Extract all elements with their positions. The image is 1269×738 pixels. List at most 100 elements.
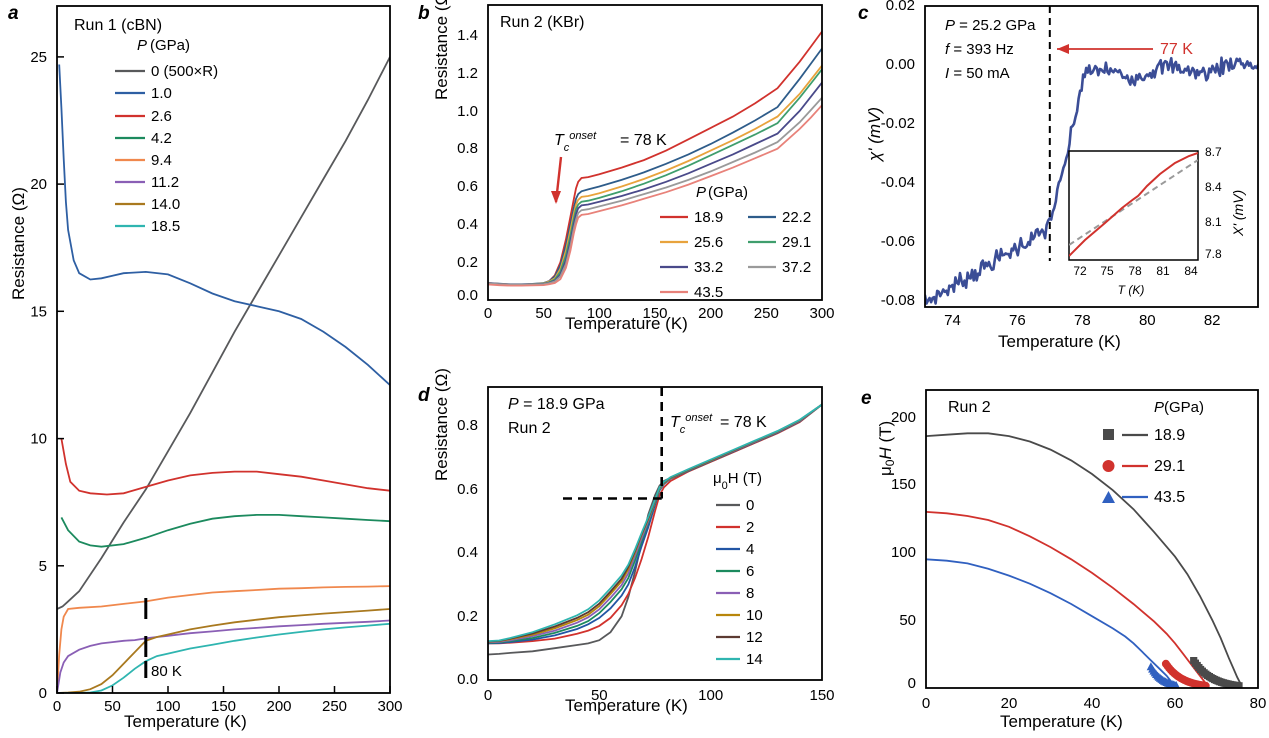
svg-text:P = 25.2 GPa: P = 25.2 GPa (945, 17, 1036, 34)
svg-text:0 (500×R): 0 (500×R) (151, 63, 218, 80)
svg-text:300: 300 (377, 698, 402, 715)
svg-text:60: 60 (1167, 695, 1184, 712)
svg-text:-0.08: -0.08 (881, 292, 915, 309)
svg-text:4.2: 4.2 (151, 130, 172, 147)
svg-text:Run 2: Run 2 (948, 399, 991, 416)
svg-text:50: 50 (535, 305, 552, 322)
svg-text:78: 78 (1074, 312, 1091, 329)
svg-text:1.0: 1.0 (151, 85, 172, 102)
svg-text:29.1: 29.1 (782, 234, 811, 251)
svg-text:78: 78 (1128, 264, 1142, 278)
svg-text:0.4: 0.4 (457, 544, 478, 561)
svg-text:-0.04: -0.04 (881, 174, 915, 191)
svg-text:76: 76 (1009, 312, 1026, 329)
svg-text:T (K): T (K) (1118, 283, 1145, 297)
svg-text:1.2: 1.2 (457, 65, 478, 82)
svg-text:f = 393 Hz: f = 393 Hz (945, 41, 1014, 58)
svg-text:-0.06: -0.06 (881, 233, 915, 250)
svg-text:χ' (mV): χ' (mV) (865, 107, 884, 163)
svg-text:0.0: 0.0 (457, 671, 478, 688)
svg-text:250: 250 (754, 305, 779, 322)
svg-text:0: 0 (922, 695, 930, 712)
svg-text:0: 0 (53, 698, 61, 715)
svg-text:150: 150 (809, 687, 834, 704)
svg-text:4: 4 (746, 541, 754, 558)
svg-text:100: 100 (698, 687, 723, 704)
svg-text:1.0: 1.0 (457, 103, 478, 120)
svg-text:= 78 K: = 78 K (620, 132, 667, 149)
svg-text:80: 80 (1139, 312, 1156, 329)
svg-text:250: 250 (322, 698, 347, 715)
svg-text:Run 2 (KBr): Run 2 (KBr) (500, 14, 584, 31)
svg-text:0.2: 0.2 (457, 254, 478, 271)
svg-text:18.5: 18.5 (151, 218, 180, 235)
svg-text:8.1: 8.1 (1205, 215, 1222, 229)
svg-text:75: 75 (1100, 264, 1114, 278)
svg-text:10: 10 (30, 431, 47, 448)
svg-text:0: 0 (484, 305, 492, 322)
svg-text:I = 50 mA: I = 50 mA (945, 65, 1010, 82)
svg-text:77 K: 77 K (1160, 41, 1193, 58)
svg-text:0.8: 0.8 (457, 417, 478, 434)
svg-text:X' (mV): X' (mV) (1230, 190, 1246, 237)
svg-text:80 K: 80 K (151, 663, 182, 680)
svg-text:= 78 K: = 78 K (720, 414, 767, 431)
svg-text:14: 14 (746, 651, 763, 668)
svg-text:(GPa): (GPa) (150, 37, 190, 54)
svg-text:0.02: 0.02 (886, 0, 915, 14)
svg-text:9.4: 9.4 (151, 152, 172, 169)
svg-text:7.8: 7.8 (1205, 247, 1222, 261)
svg-text:-0.02: -0.02 (881, 115, 915, 132)
svg-text:50: 50 (899, 612, 916, 629)
svg-text:2: 2 (746, 519, 754, 536)
svg-text:0: 0 (484, 687, 492, 704)
svg-text:0: 0 (39, 685, 47, 702)
svg-text:Tconset: Tconset (554, 130, 597, 154)
svg-text:P: P (137, 37, 147, 54)
svg-text:Run 2: Run 2 (508, 420, 551, 437)
svg-text:18.9: 18.9 (1154, 427, 1185, 444)
svg-text:200: 200 (698, 305, 723, 322)
svg-text:μ0H (T): μ0H (T) (713, 470, 762, 492)
svg-text:20: 20 (1001, 695, 1018, 712)
svg-text:P: P (1154, 399, 1164, 416)
svg-text:200: 200 (266, 698, 291, 715)
svg-text:10: 10 (746, 607, 763, 624)
svg-text:20: 20 (30, 176, 47, 193)
svg-text:300: 300 (809, 305, 834, 322)
svg-text:0.4: 0.4 (457, 216, 478, 233)
svg-text:100: 100 (891, 544, 916, 561)
svg-text:18.9: 18.9 (694, 209, 723, 226)
svg-text:37.2: 37.2 (782, 259, 811, 276)
svg-text:6: 6 (746, 563, 754, 580)
svg-text:82: 82 (1204, 312, 1221, 329)
svg-text:84: 84 (1184, 264, 1198, 278)
svg-text:8.7: 8.7 (1205, 145, 1222, 159)
svg-text:33.2: 33.2 (694, 259, 723, 276)
svg-text:P = 18.9 GPa: P = 18.9 GPa (508, 396, 605, 413)
svg-text:8: 8 (746, 585, 754, 602)
svg-text:(GPa): (GPa) (1164, 399, 1204, 416)
svg-text:14.0: 14.0 (151, 196, 180, 213)
svg-text:0.00: 0.00 (886, 56, 915, 73)
svg-text:P: P (696, 184, 706, 201)
svg-text:11.2: 11.2 (151, 174, 179, 191)
svg-text:2.6: 2.6 (151, 108, 172, 125)
svg-text:50: 50 (104, 698, 121, 715)
svg-text:81: 81 (1156, 264, 1170, 278)
svg-text:80: 80 (1250, 695, 1267, 712)
svg-text:5: 5 (39, 558, 47, 575)
svg-text:0.8: 0.8 (457, 140, 478, 157)
svg-text:25.6: 25.6 (694, 234, 723, 251)
svg-text:0.2: 0.2 (457, 608, 478, 625)
svg-text:0.0: 0.0 (457, 287, 478, 304)
svg-text:(GPa): (GPa) (708, 184, 748, 201)
svg-text:72: 72 (1073, 264, 1087, 278)
svg-text:0: 0 (908, 675, 916, 692)
svg-text:Tconset: Tconset (670, 412, 713, 436)
svg-text:8.4: 8.4 (1205, 180, 1222, 194)
svg-text:12: 12 (746, 629, 763, 646)
svg-text:74: 74 (944, 312, 961, 329)
svg-text:25: 25 (30, 49, 47, 66)
svg-text:150: 150 (891, 476, 916, 493)
